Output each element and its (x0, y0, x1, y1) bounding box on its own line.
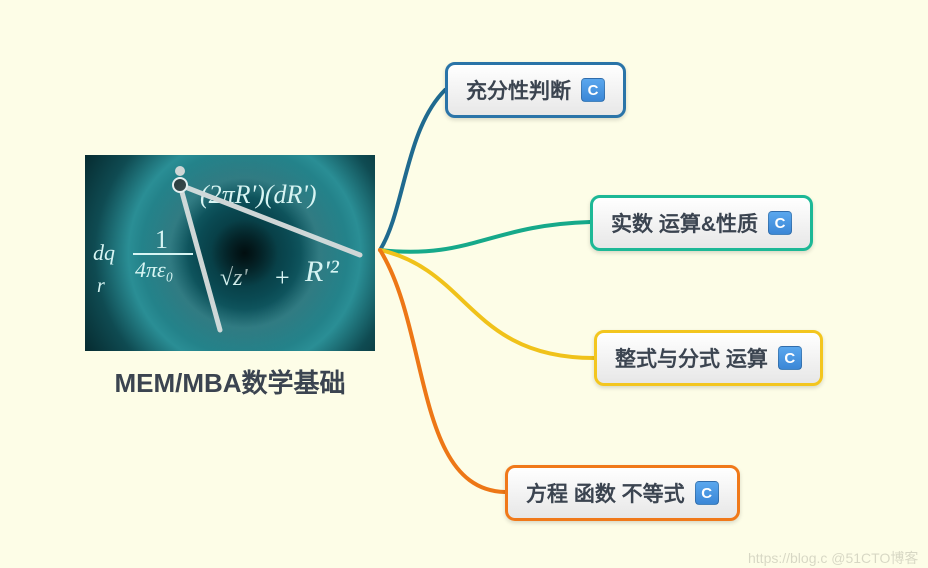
c-badge-icon: C (695, 481, 719, 505)
topic-label: 整式与分式 运算 (615, 343, 768, 373)
topic-node-n4[interactable]: 方程 函数 不等式 C (505, 465, 740, 521)
c-badge-icon: C (768, 211, 792, 235)
watermark: https://blog.c @51CTO博客 (748, 548, 918, 568)
c-badge-icon: C (581, 78, 605, 102)
topic-node-n3[interactable]: 整式与分式 运算 C (594, 330, 823, 386)
math-illustration: (2πR')(dR')dq14πε₀r√z'+R'² (85, 155, 375, 351)
topic-node-n1[interactable]: 充分性判断 C (445, 62, 626, 118)
root-topic[interactable]: (2πR')(dR')dq14πε₀r√z'+R'² MEM/MBA数学基础 (85, 155, 375, 400)
topic-node-n2[interactable]: 实数 运算&性质 C (590, 195, 813, 251)
root-title: MEM/MBA数学基础 (85, 363, 375, 400)
topic-label: 实数 运算&性质 (611, 208, 758, 238)
topic-label: 方程 函数 不等式 (526, 478, 685, 508)
c-badge-icon: C (778, 346, 802, 370)
topic-label: 充分性判断 (466, 75, 571, 105)
